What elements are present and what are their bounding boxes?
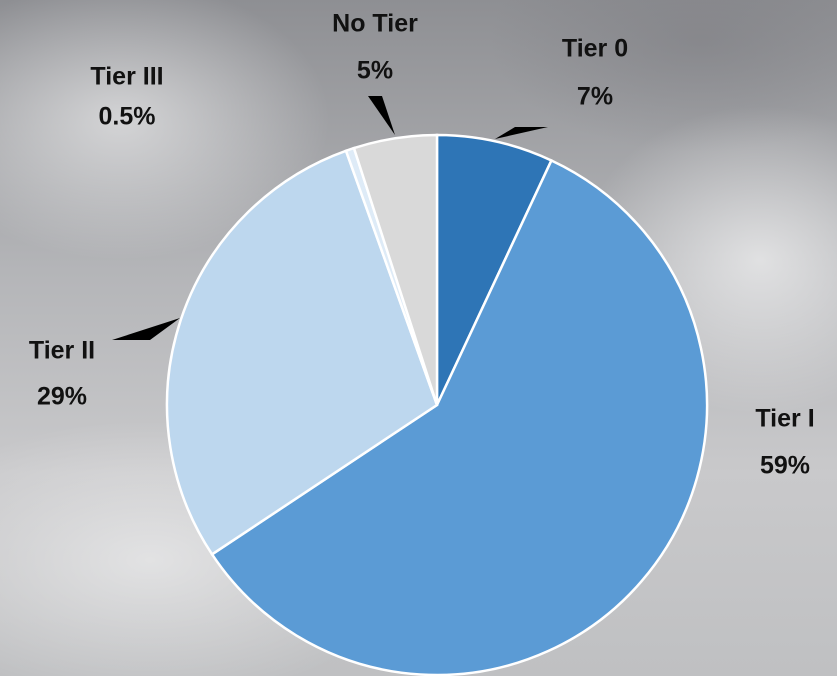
chart: Tier 0 7% Tier I 59% Tier II 29% Tier III 0.5% N… xyxy=(0,0,837,676)
leader-line xyxy=(368,96,395,135)
slice-value-label: 0.5% xyxy=(99,103,156,131)
leader-line xyxy=(495,127,548,139)
slice-value-label: 7% xyxy=(577,83,613,111)
leader-line xyxy=(172,108,350,150)
slice-value-label: 5% xyxy=(357,57,393,85)
slice-value-label: 59% xyxy=(760,452,810,480)
slice-value-label: 29% xyxy=(37,383,87,411)
slice-label: No Tier xyxy=(332,10,418,38)
slice-label: Tier II xyxy=(29,337,95,365)
chart-area: Tier 0 7% Tier I 59% Tier II 29% Tier III 0.5% N… xyxy=(0,0,837,676)
slice-label: Tier III xyxy=(90,63,163,91)
leader-line xyxy=(112,318,180,340)
slice-label: Tier 0 xyxy=(562,35,628,63)
slice-label: Tier I xyxy=(755,405,814,433)
